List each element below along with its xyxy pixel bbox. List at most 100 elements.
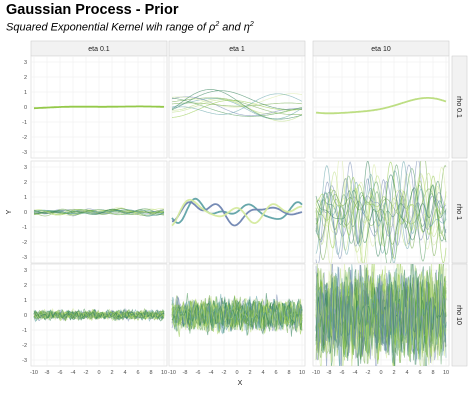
sample-path (315, 171, 447, 251)
x-tick-label: 8 (287, 370, 290, 376)
facet-strip-row-label: rho 10 (455, 305, 462, 325)
x-tick-label: -8 (327, 370, 332, 376)
x-axis-title: X (238, 380, 243, 387)
x-tick-label: 10 (161, 370, 167, 376)
x-tick-label: 6 (136, 370, 139, 376)
sample-path (33, 209, 165, 216)
sample-path (315, 161, 447, 263)
subtitle-eta-exponent: 2 (249, 21, 254, 28)
facet-strip-col-label: eta 10 (371, 46, 391, 53)
sample-path (171, 89, 303, 120)
x-tick-label: -2 (222, 370, 227, 376)
sample-path (171, 198, 302, 227)
sample-path (171, 299, 303, 331)
sample-path (315, 177, 447, 263)
x-tick-label: 4 (405, 370, 408, 376)
sample-path (34, 105, 165, 110)
x-tick-label: 8 (431, 370, 434, 376)
x-tick-label: 0 (235, 370, 238, 376)
x-tick-label: -2 (366, 370, 371, 376)
chart-title: Gaussian Process - Prior (6, 2, 179, 18)
facet-strip-row (451, 160, 468, 264)
y-tick-label: -3 (22, 358, 27, 364)
sample-path (172, 93, 303, 108)
x-tick-label: -4 (71, 370, 76, 376)
facet-strip-row (451, 263, 468, 367)
y-tick-label: -3 (22, 255, 27, 261)
facet-strip-row-label: rho 0.1 (455, 96, 462, 118)
facet-strip-row-label: rho 1 (455, 204, 462, 220)
sample-path (33, 308, 165, 320)
x-tick-label: -8 (45, 370, 50, 376)
sample-path (171, 93, 303, 115)
y-tick-label: -2 (22, 240, 27, 246)
y-tick-label: -3 (22, 150, 27, 156)
facet-strip-col-label: eta 1 (229, 46, 245, 53)
subtitle-prefix: Squared Exponential Kernel wih range of (6, 21, 210, 34)
subtitle-rho: ρ (209, 21, 216, 34)
sample-path (33, 208, 165, 216)
y-tick-label: -1 (22, 328, 27, 334)
x-tick-label: -8 (183, 370, 188, 376)
sample-path (315, 180, 447, 259)
sample-path (171, 99, 303, 122)
sample-path (315, 266, 447, 366)
x-tick-label: 0 (379, 370, 382, 376)
x-tick-label: 4 (261, 370, 264, 376)
sample-path (171, 197, 303, 224)
sample-path (315, 161, 447, 263)
y-tick-label: -2 (22, 343, 27, 349)
x-tick-label: -10 (168, 370, 176, 376)
y-tick-label: 2 (24, 283, 27, 289)
x-tick-label: -6 (196, 370, 201, 376)
y-tick-label: 3 (24, 165, 27, 171)
x-tick-label: -10 (312, 370, 320, 376)
facet-strip-row (451, 55, 468, 159)
y-tick-label: 2 (24, 75, 27, 81)
sample-path (315, 166, 447, 263)
subtitle-eta: η (243, 21, 250, 34)
subtitle-and: and (219, 21, 244, 34)
y-tick-label: 3 (24, 268, 27, 274)
y-tick-label: 1 (24, 90, 27, 96)
x-tick-label: 6 (274, 370, 277, 376)
x-tick-label: -6 (340, 370, 345, 376)
x-tick-label: 0 (97, 370, 100, 376)
x-tick-label: -2 (84, 370, 89, 376)
x-tick-label: 10 (299, 370, 305, 376)
sample-path (315, 97, 447, 115)
subtitle-rho-exponent: 2 (215, 21, 220, 28)
y-tick-label: -2 (22, 135, 27, 141)
sample-path (33, 209, 165, 216)
y-tick-label: -1 (22, 225, 27, 231)
x-tick-label: -4 (209, 370, 214, 376)
x-tick-label: 2 (392, 370, 395, 376)
x-tick-label: -10 (30, 370, 38, 376)
x-tick-label: 2 (248, 370, 251, 376)
y-tick-label: 0 (24, 210, 27, 216)
x-tick-label: 2 (110, 370, 113, 376)
x-tick-label: -6 (58, 370, 63, 376)
y-tick-label: 1 (24, 195, 27, 201)
y-tick-label: 0 (24, 105, 27, 111)
y-tick-label: 0 (24, 313, 27, 319)
y-tick-label: 2 (24, 180, 27, 186)
x-tick-label: 6 (418, 370, 421, 376)
y-axis-title: Y (6, 209, 13, 214)
facet-strip-col-label: eta 0.1 (88, 46, 110, 53)
y-tick-label: -1 (22, 120, 27, 126)
x-tick-label: 10 (443, 370, 449, 376)
sample-path (171, 102, 303, 107)
y-tick-label: 1 (24, 298, 27, 304)
sample-path (171, 201, 303, 227)
sample-path (171, 96, 303, 117)
y-tick-label: 3 (24, 60, 27, 66)
sample-path (171, 98, 303, 120)
sample-path (171, 97, 303, 115)
sample-path (171, 295, 303, 335)
x-tick-label: -4 (353, 370, 358, 376)
chart-subtitle: Squared Exponential Kernel wih range of … (6, 21, 254, 34)
sample-path (172, 98, 303, 115)
x-tick-label: 4 (123, 370, 126, 376)
